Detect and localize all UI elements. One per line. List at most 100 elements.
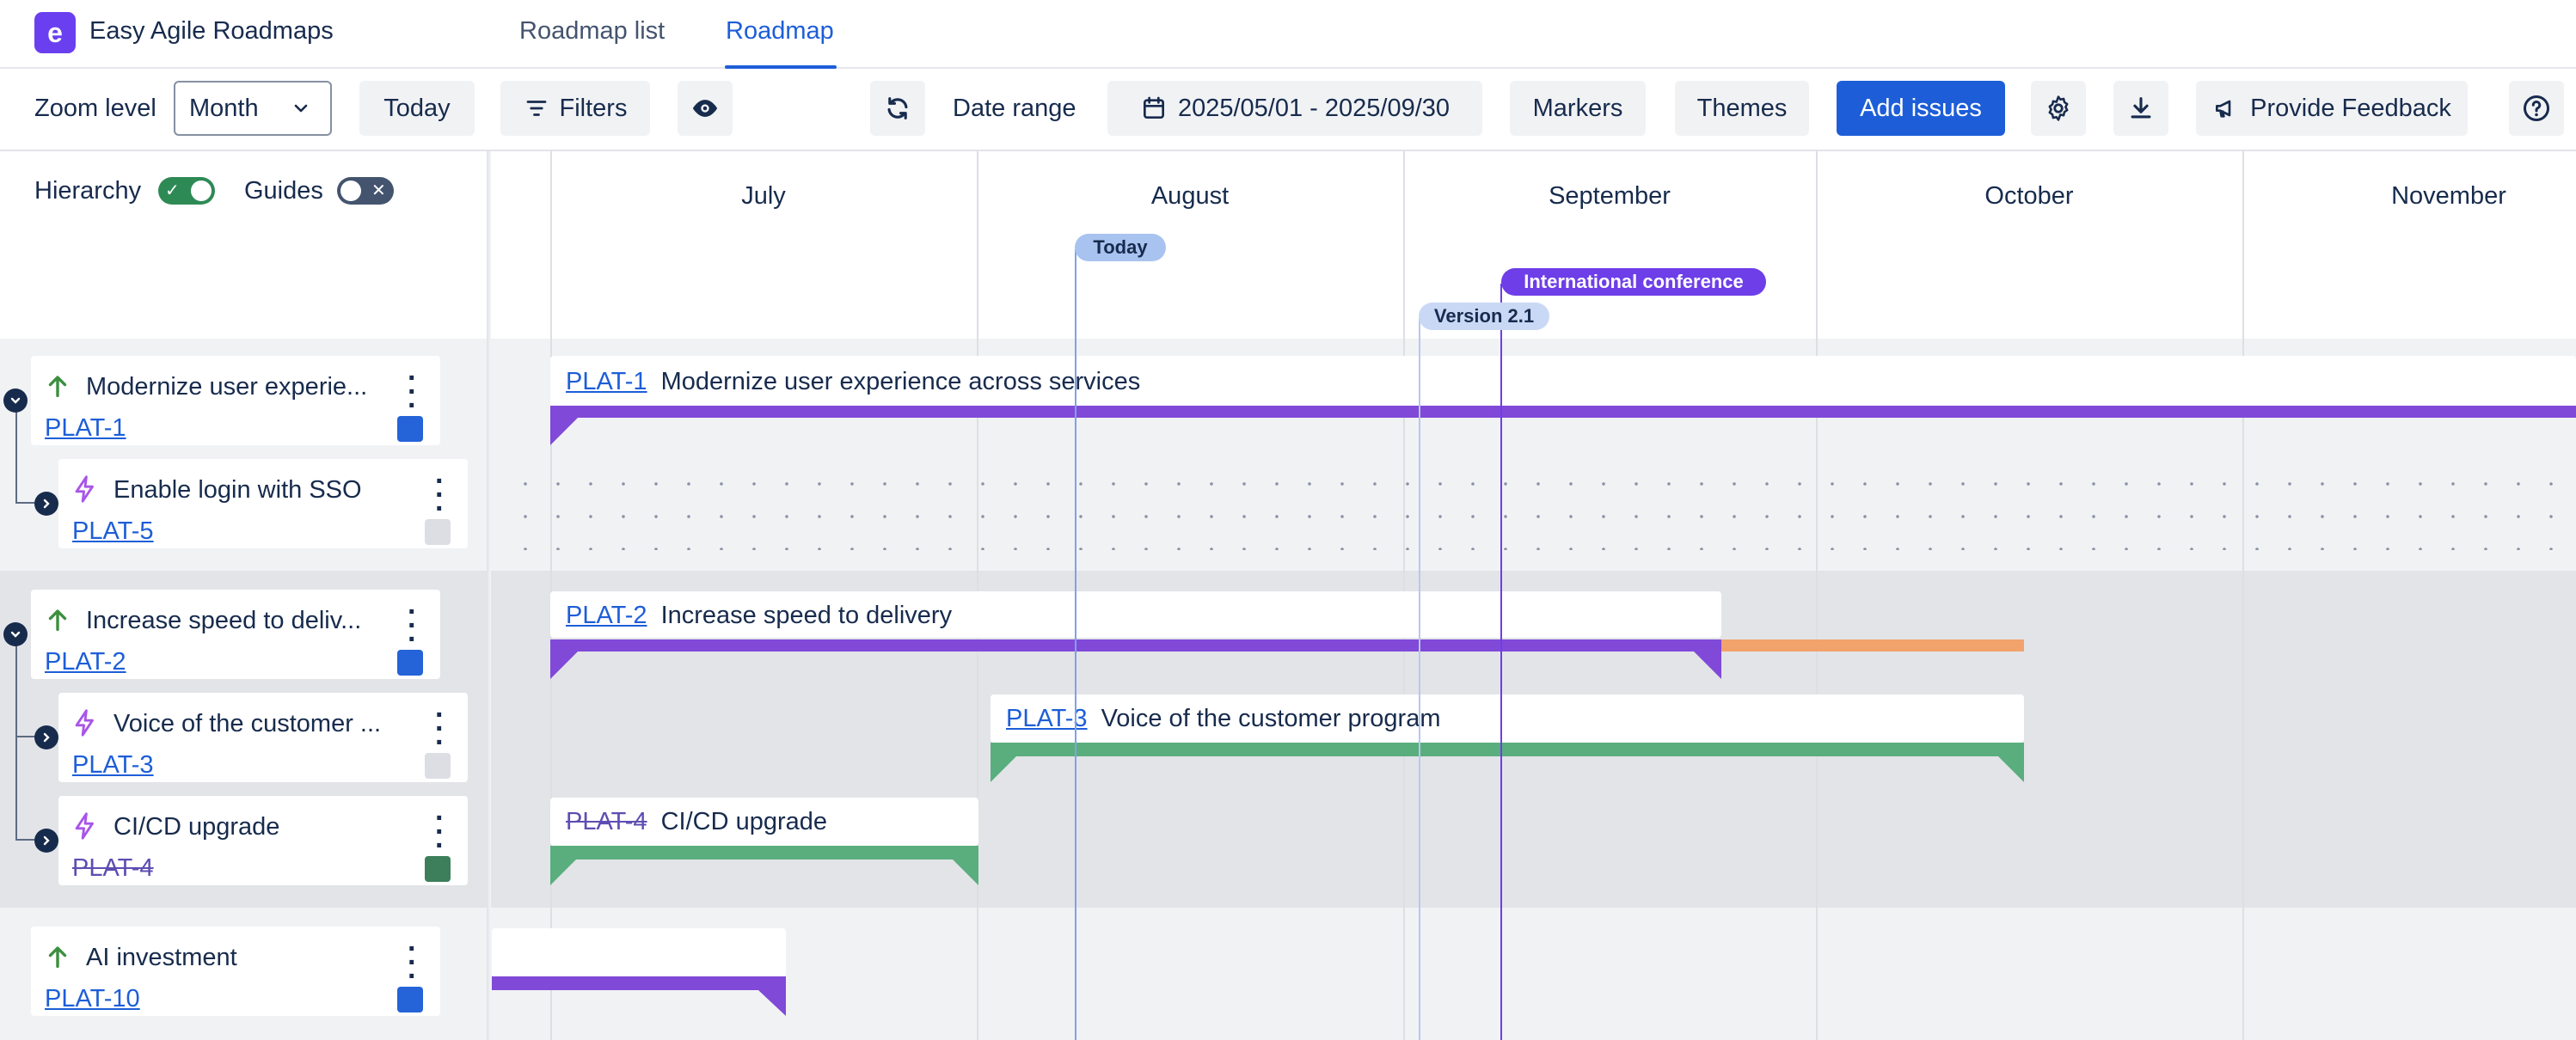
issue-card-plat-10[interactable]: AI investment PLAT-10 · · ·: [31, 927, 440, 1016]
export-button[interactable]: [2113, 81, 2168, 136]
markers-button[interactable]: Markers: [1510, 81, 1646, 136]
more-options-icon[interactable]: · · ·: [408, 596, 418, 656]
chevron-down-icon: [10, 397, 21, 404]
filters-label: Filters: [559, 94, 628, 122]
lightning-icon: [75, 475, 94, 503]
chevron-right-icon: [43, 835, 50, 846]
issue-card-plat-1[interactable]: Modernize user experie... PLAT-1 · · ·: [31, 356, 440, 445]
more-options-icon[interactable]: · · ·: [408, 362, 418, 422]
bar-plat-2-key[interactable]: PLAT-2: [566, 602, 647, 629]
more-options-icon[interactable]: · · ·: [408, 933, 418, 993]
bar-plat-4-start-flag: [550, 860, 576, 885]
refresh-button[interactable]: [870, 81, 925, 136]
bar-plat-1-strip: [550, 406, 2576, 418]
issue-key-link[interactable]: PLAT-3: [72, 751, 154, 779]
theme-swatch: [397, 987, 423, 1012]
version-2-1-marker[interactable]: Version 2.1: [1419, 303, 1549, 330]
chevron-down-icon: [294, 104, 308, 113]
hierarchy-toggle[interactable]: ✓: [158, 177, 215, 205]
bar-plat-10[interactable]: [492, 928, 786, 976]
bar-plat-4-text: PLAT-4 CI/CD upgrade: [566, 808, 827, 836]
bar-plat-4[interactable]: [550, 798, 978, 846]
issue-title: Voice of the customer ...: [113, 710, 382, 737]
bar-plat-1[interactable]: [550, 356, 2576, 409]
expand-plat-5-button[interactable]: [34, 492, 58, 516]
guides-toggle[interactable]: ✕: [337, 177, 394, 205]
left-panel-header: Hierarchy ✓ Guides ✕: [0, 151, 488, 339]
bar-plat-3-strip: [991, 743, 2024, 756]
issue-card-plat-3[interactable]: Voice of the customer ... PLAT-3 · · ·: [58, 693, 468, 782]
panel-divider: [487, 151, 491, 1040]
megaphone-icon: [2216, 100, 2231, 118]
filters-button[interactable]: Filters: [500, 81, 650, 136]
more-options-icon[interactable]: · · ·: [435, 465, 445, 525]
add-issues-button[interactable]: Add issues: [1837, 81, 2005, 136]
tab-roadmap[interactable]: Roadmap: [726, 17, 834, 45]
hierarchy-label: Hierarchy: [34, 177, 142, 205]
month-label-october: October: [1984, 182, 2074, 210]
issue-key-link[interactable]: PLAT-4: [72, 854, 154, 882]
collapse-plat-2-button[interactable]: [3, 622, 28, 646]
bar-plat-3-text: PLAT-3 Voice of the customer program: [1006, 705, 1440, 733]
date-range-value: 2025/05/01 - 2025/09/30: [1177, 94, 1451, 122]
bar-plat-3-start-flag: [991, 756, 1016, 782]
collapse-plat-1-button[interactable]: [3, 388, 28, 413]
more-options-icon[interactable]: · · ·: [435, 699, 445, 759]
bar-plat-2-start-flag: [550, 652, 578, 679]
zoom-level-select[interactable]: Month: [174, 81, 332, 136]
more-options-icon[interactable]: · · ·: [435, 802, 445, 862]
arrow-up-icon: [48, 376, 67, 398]
bar-plat-2-overdue-strip: [1721, 639, 2024, 652]
child-row-guides: [499, 464, 2576, 550]
expand-plat-4-button[interactable]: [34, 829, 58, 853]
top-navigation: e Easy Agile Roadmaps Roadmap list Roadm…: [0, 0, 2576, 69]
issue-card-plat-2[interactable]: Increase speed to deliv... PLAT-2 · · ·: [31, 590, 440, 679]
cross-icon: ✕: [371, 181, 386, 200]
calendar-icon: [1143, 96, 1164, 119]
today-marker[interactable]: Today: [1075, 234, 1166, 261]
lightning-icon: [75, 812, 94, 840]
issue-key-link[interactable]: PLAT-2: [45, 648, 126, 676]
provide-feedback-button[interactable]: Provide Feedback: [2196, 81, 2468, 136]
zoom-level-value: Month: [189, 94, 259, 122]
bar-plat-2-end-flag: [1694, 652, 1721, 679]
check-icon: ✓: [165, 181, 180, 200]
bar-plat-2[interactable]: [550, 591, 1721, 638]
bar-plat-1-key[interactable]: PLAT-1: [566, 368, 647, 395]
bar-plat-10-end-flag: [758, 990, 786, 1016]
month-label-november: November: [2391, 182, 2506, 210]
bar-plat-3-end-flag: [1998, 756, 2024, 782]
bar-plat-4-strip: [550, 846, 978, 860]
issue-title: AI investment: [86, 944, 237, 971]
refresh-icon: [887, 97, 908, 119]
feedback-label: Provide Feedback: [2250, 94, 2451, 122]
settings-button[interactable]: [2031, 81, 2086, 136]
help-button[interactable]: [2509, 81, 2564, 136]
international-conference-marker[interactable]: International conference: [1501, 268, 1766, 296]
app-title: Easy Agile Roadmaps: [89, 17, 334, 45]
month-label-september: September: [1549, 182, 1671, 210]
bar-plat-4-key[interactable]: PLAT-4: [566, 808, 647, 835]
date-range-button[interactable]: 2025/05/01 - 2025/09/30: [1107, 81, 1482, 136]
bar-plat-1-start-flag: [550, 418, 578, 445]
issue-key-link[interactable]: PLAT-5: [72, 517, 154, 545]
bar-plat-4-title: CI/CD upgrade: [660, 808, 827, 835]
issue-title: Modernize user experie...: [86, 373, 368, 401]
issue-card-plat-5[interactable]: Enable login with SSO PLAT-5 · · ·: [58, 459, 468, 548]
bar-plat-3[interactable]: [991, 694, 2024, 743]
themes-button[interactable]: Themes: [1675, 81, 1809, 136]
issue-card-plat-4[interactable]: CI/CD upgrade PLAT-4 · · ·: [58, 796, 468, 885]
date-range-label: Date range: [953, 95, 1076, 122]
month-divider: [2242, 151, 2244, 1040]
version-marker-line: [1419, 318, 1420, 1040]
chevron-right-icon: [43, 732, 50, 743]
issue-key-link[interactable]: PLAT-10: [45, 985, 140, 1012]
chevron-down-icon: [10, 631, 21, 638]
today-button[interactable]: Today: [359, 81, 475, 136]
arrow-up-icon: [48, 609, 67, 632]
view-settings-button[interactable]: [678, 81, 733, 136]
bar-plat-3-key[interactable]: PLAT-3: [1006, 705, 1088, 732]
expand-plat-3-button[interactable]: [34, 725, 58, 749]
issue-key-link[interactable]: PLAT-1: [45, 414, 126, 442]
tab-roadmap-list[interactable]: Roadmap list: [519, 17, 665, 45]
